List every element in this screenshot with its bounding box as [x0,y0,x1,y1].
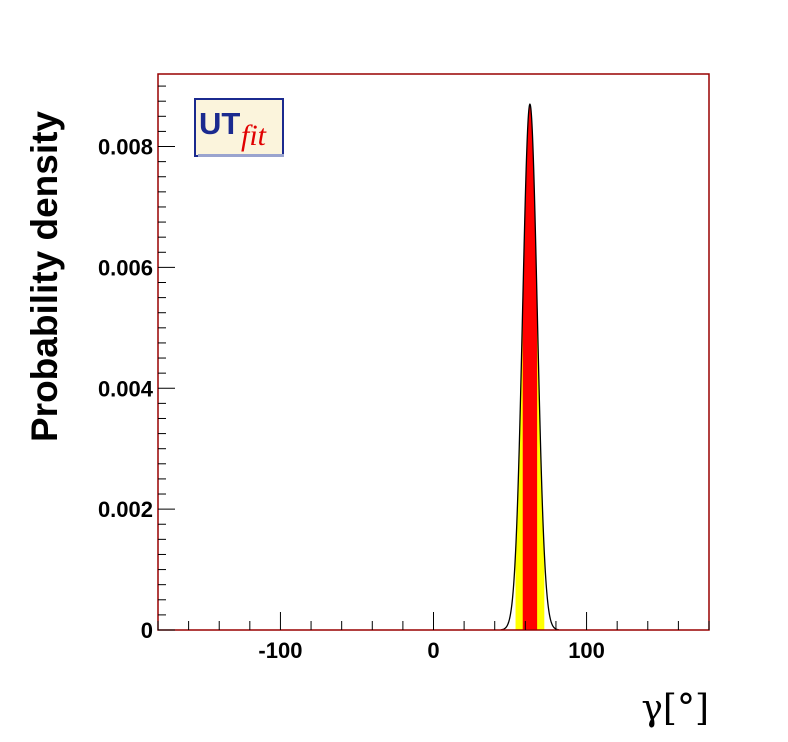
y-tick-label: 0 [141,618,153,643]
logo-fit-text: fit [241,119,267,152]
x-axis-title: γ[°] [641,688,709,729]
plot-background [158,74,709,630]
density-curve-layer [500,103,560,631]
band-68-area [522,104,538,631]
y-tick-label: 0.006 [98,255,153,280]
x-axis: -100 0 100 [157,612,710,663]
logo-ut-text: UT [199,106,240,141]
x-tick-label: 100 [568,638,605,663]
y-axis-title: Probability density [24,111,65,442]
plot-area [157,73,710,631]
y-axis: 0 0.002 0.004 0.006 0.008 [98,85,175,643]
probability-bands [515,104,545,631]
y-tick-label: 0.008 [98,135,153,160]
logo-frame [194,98,284,157]
y-tick-label: 0.004 [98,376,154,401]
x-tick-label: -100 [258,638,302,663]
logo-shadow [198,154,284,157]
density-curve [500,103,560,631]
y-tick-label: 0.002 [98,497,153,522]
utfit-logo: UT fit [194,98,284,157]
x-tick-label: 0 [427,638,439,663]
